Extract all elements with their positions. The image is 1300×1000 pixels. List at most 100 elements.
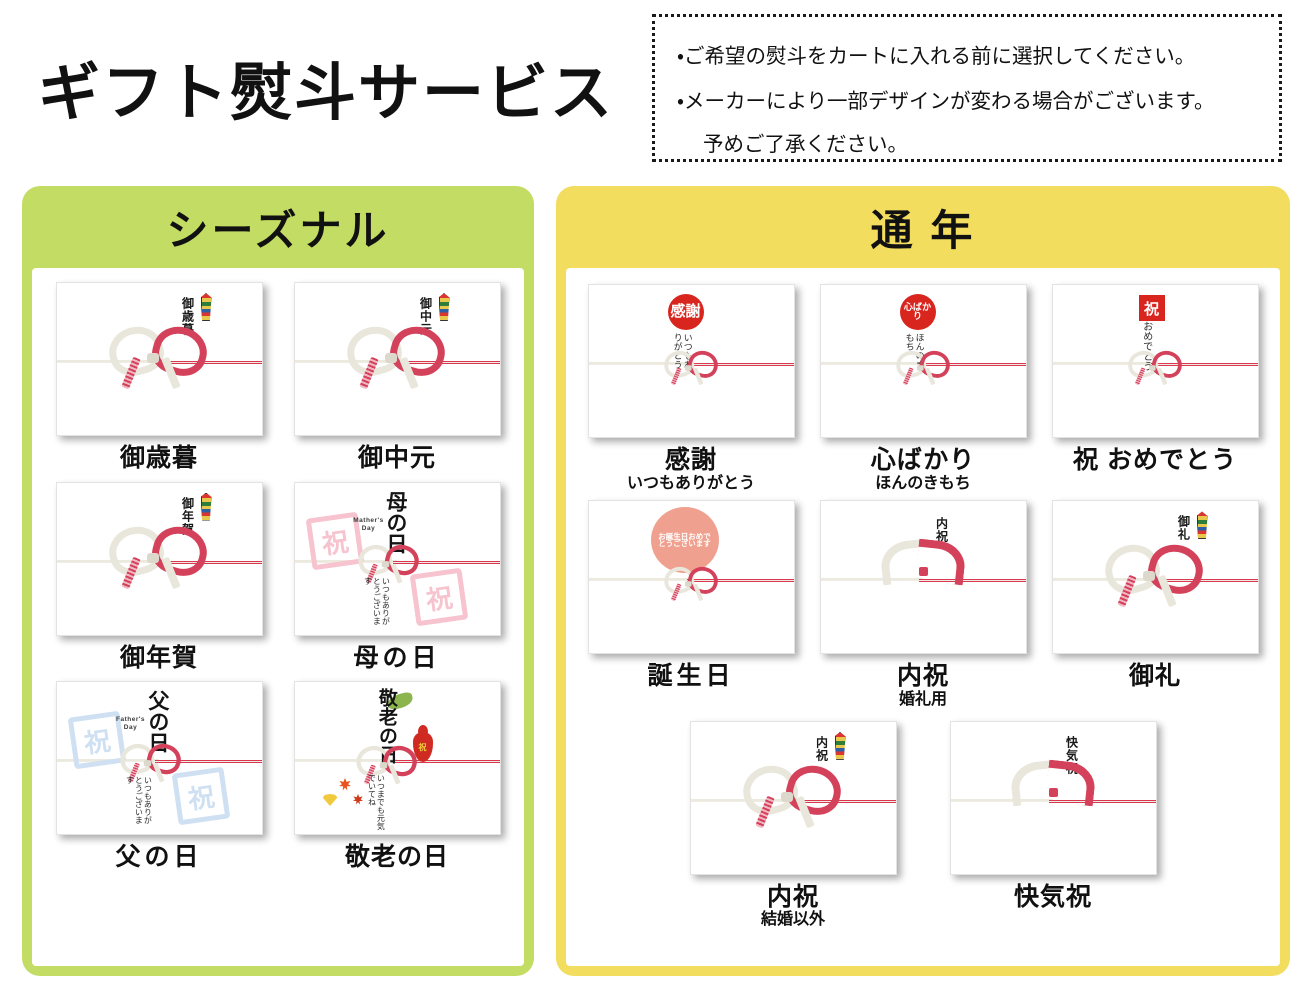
noshi-caption-keirou-no-hi: 敬老の日 [345, 844, 449, 871]
paper-fold-line [294, 561, 500, 563]
noshi-preview-uchiiwai-konrei[interactable]: 内祝 [819, 500, 1027, 655]
mizuhiki-white-cord [820, 362, 923, 366]
caption-label: 敬老の日 [344, 843, 449, 871]
noshi-option-kaikiiwai[interactable]: 快気祝 快気祝 [937, 720, 1169, 929]
section-allyear-header: 通 年 [556, 186, 1290, 268]
bow-knot [684, 365, 692, 371]
noshi-preview-iwai-omedetou[interactable]: 祝 おめでとう [1051, 284, 1259, 438]
notice-line-2: ・メーカーにより一部デザインが変わる場合がございます。 [677, 90, 1215, 113]
noshi-option-orei[interactable]: 御礼 御礼 [1039, 500, 1271, 708]
chomusubi-bow-icon [102, 320, 213, 393]
noshi-preview-chichi-no-hi[interactable]: 祝 祝 父の日 Father's Day いつもありがとうございます [55, 681, 263, 835]
chomusubi-bow-icon [352, 741, 420, 787]
mizuhiki-white-cord [294, 559, 397, 563]
noshi-option-chichi-no-hi[interactable]: 祝 祝 父の日 Father's Day いつもありがとうございます 父の日 [43, 681, 275, 871]
chomusubi-bow-icon [102, 519, 213, 593]
chomusubi-bow-icon [892, 347, 953, 387]
caption-label: 快気祝 [1013, 882, 1092, 911]
noshi-option-oseibo[interactable]: 御歳暮 御歳暮 [43, 282, 275, 472]
noshi-preview-kokorobakari[interactable]: 心ばかり ほんのきもち [819, 284, 1027, 438]
noshi-preview-tanjoubi[interactable]: お誕生日おめでとうございます [587, 500, 795, 655]
caption-label: 感謝 [664, 446, 717, 474]
paper-fold-line [294, 761, 500, 763]
bow-knot [143, 760, 151, 767]
bow-loop-red [1142, 538, 1209, 600]
noshi-preview-kaikiiwai[interactable]: 快気祝 [949, 720, 1157, 875]
noshi-preview-haha-no-hi[interactable]: 祝 祝 母の日 Mather's Day いつもありがとうございます [293, 481, 501, 636]
noshi-caption-uchiiwai-konrei: 内祝 婚礼用 [897, 663, 949, 708]
section-seasonal-title: シーズナル [166, 206, 390, 254]
noshi-caption-haha-no-hi: 母の日 [353, 644, 440, 672]
noshi-title-text: 御礼 [1176, 515, 1191, 542]
red-square-seal-icon: 祝 [1138, 295, 1165, 321]
red-gourd-icon: 祝 [412, 725, 433, 762]
caption-label: 心ばかり [870, 446, 976, 474]
noshi-awabi-icon [200, 492, 212, 521]
chomusubi-bow-icon [736, 759, 847, 832]
noshi-caption-uchiiwai-other: 内祝 結婚以外 [761, 884, 825, 929]
section-seasonal-header: シーズナル [22, 186, 534, 268]
caption-sublabel: 婚礼用 [898, 690, 947, 708]
noshi-caption-kaikiiwai: 快気祝 [1014, 884, 1092, 911]
noshi-message-text: いつもありがとうございます [125, 776, 153, 824]
noshi-preview-onenga[interactable]: 御年賀 [55, 481, 263, 636]
noshi-title-text: 内祝 [814, 735, 829, 762]
noshi-option-keirou-no-hi[interactable]: 敬老の日 祝 いつまでも元気でいてね [281, 681, 513, 871]
noshi-option-onenga[interactable]: 御年賀 御年賀 [43, 481, 275, 672]
bow-knot [381, 560, 389, 567]
bow-knot [146, 353, 159, 363]
caption-label: 父の日 [115, 843, 203, 871]
chomusubi-bow-icon [1098, 538, 1209, 611]
bow-knot [384, 353, 397, 363]
pink-circle-seal-icon: お誕生日おめでとうございます [650, 507, 719, 574]
paper-fold-line [56, 362, 262, 364]
mizuhiki-white-cord [1052, 578, 1155, 582]
noshi-preview-keirou-no-hi[interactable]: 敬老の日 祝 いつまでも元気でいてね [293, 681, 501, 835]
bow-knot [379, 762, 387, 769]
noshi-awabi-icon [200, 293, 212, 321]
musubikiri-red-cord [914, 539, 967, 586]
mizuhiki-white-cord [588, 362, 691, 366]
noshi-option-ochugen[interactable]: 御中元 御中元 [281, 282, 513, 472]
caption-sublabel: いつもありがとう [626, 474, 755, 492]
noshi-message-text: おめでとう [1140, 321, 1152, 371]
notice-line-3: 予めご了承ください。 [703, 133, 908, 156]
noshi-option-uchiiwai-konrei[interactable]: 内祝 内祝 婚礼用 [807, 500, 1039, 708]
noshi-option-iwai-omedetou[interactable]: 祝 おめでとう 祝 おめでとう [1039, 284, 1271, 492]
noshi-message-text: いつまでも元気でいてね [367, 774, 386, 830]
paper-fold-line [294, 362, 500, 364]
noshi-option-kokorobakari[interactable]: 心ばかり ほんのきもち 心ばかり ほんのきもち [807, 284, 1039, 492]
paper-fold-line [950, 800, 1156, 802]
bow-loop-red [146, 320, 213, 382]
chomusubi-bow-icon [660, 347, 721, 387]
gourd-label: 祝 [418, 742, 427, 752]
bow-loop-red [916, 347, 953, 381]
mizuhiki-white-cord [56, 759, 159, 763]
mizuhiki-white-cord [1052, 362, 1155, 366]
noshi-option-tanjoubi[interactable]: お誕生日おめでとうございます 誕生日 [575, 500, 807, 708]
musubikiri-knot-icon [878, 537, 967, 586]
noshi-preview-uchiiwai-other[interactable]: 内祝 [689, 720, 897, 875]
section-allyear-title: 通 年 [870, 206, 976, 254]
noshi-title-text: 快気祝 [1064, 735, 1079, 775]
musubikiri-center-knot [918, 567, 928, 577]
noshi-title-text: 敬老の日 [375, 688, 397, 764]
caption-label: 御歳暮 [119, 444, 198, 472]
bow-knot [684, 581, 692, 588]
noshi-awabi-icon [1196, 511, 1208, 540]
noshi-option-haha-no-hi[interactable]: 祝 祝 母の日 Mather's Day いつもありがとうございます 母の日 [281, 481, 513, 672]
noshi-title-text: 御歳暮 [180, 297, 195, 336]
noshi-title-text: 父の日 [145, 690, 170, 753]
noshi-preview-kansha[interactable]: 感謝 いつもありがとう [587, 284, 795, 438]
paper-fold-line [588, 580, 794, 582]
noshi-caption-ochugen: 御中元 [358, 445, 436, 472]
maple-leaf-icon [339, 778, 351, 791]
noshi-option-kansha[interactable]: 感謝 いつもありがとう 感謝 いつもありがとう [575, 284, 807, 492]
noshi-preview-ochugen[interactable]: 御中元 [293, 282, 501, 436]
noshi-preview-oseibo[interactable]: 御歳暮 [55, 282, 263, 436]
noshi-option-uchiiwai-other[interactable]: 内祝 内祝 結婚以外 [677, 720, 909, 929]
bow-loop-red [684, 347, 721, 381]
noshi-preview-orei[interactable]: 御礼 [1051, 500, 1259, 655]
red-circle-seal-icon: 感謝 [667, 294, 704, 330]
iwai-stamp-icon: 祝 [171, 766, 230, 826]
